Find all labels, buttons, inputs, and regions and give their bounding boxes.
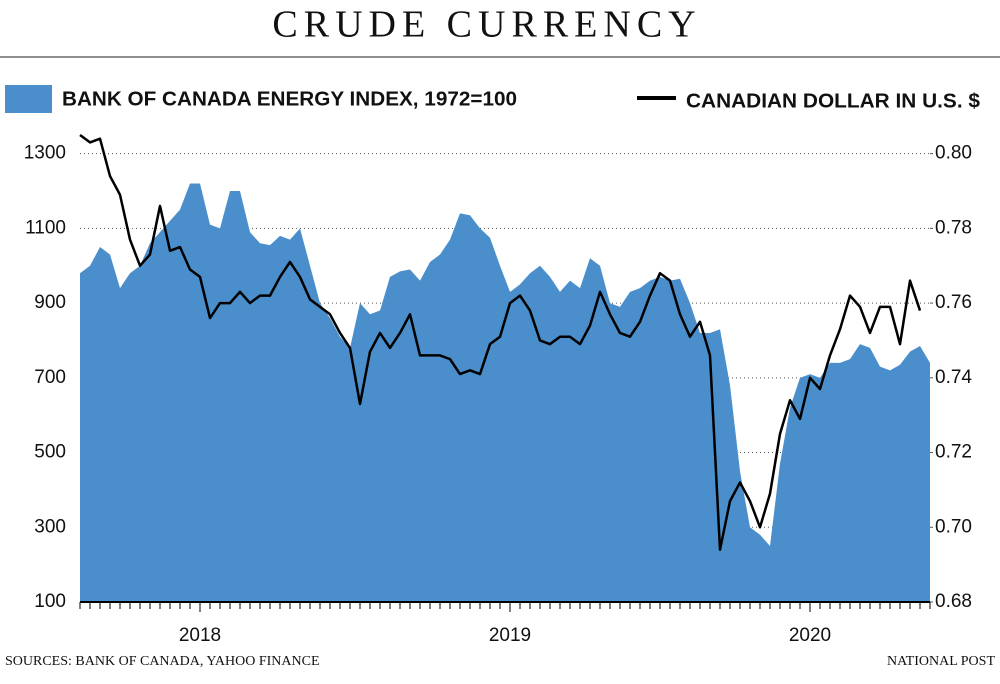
y-tick-label: 900 bbox=[34, 292, 66, 313]
x-tick-label: 2020 bbox=[789, 625, 831, 646]
y-tick-label: 300 bbox=[34, 516, 66, 537]
y-tick-label: 1300 bbox=[24, 143, 66, 164]
axes: 100 300 500 700 900 1100 1300 0.68 0.70 0.72 0.74 0… bbox=[24, 143, 973, 646]
y2-tick-label: 0.78 bbox=[935, 217, 972, 238]
source-note: SOURCES: BANK OF CANADA, YAHOO FINANCE bbox=[5, 654, 320, 669]
legend-label: CANADIAN DOLLAR IN U.S. $ bbox=[686, 90, 980, 112]
y-tick-label: 500 bbox=[34, 442, 66, 463]
y2-tick-label: 0.74 bbox=[935, 367, 972, 388]
y2-tick-label: 0.72 bbox=[935, 442, 972, 463]
plot bbox=[79, 133, 930, 602]
y2-tick-label: 0.70 bbox=[935, 516, 972, 537]
y2-tick-label: 0.68 bbox=[935, 591, 972, 612]
y-tick-label: 700 bbox=[34, 367, 66, 388]
line bbox=[79, 133, 922, 551]
legend-label: BANK OF CANADA ENERGY INDEX, 1972=100 bbox=[62, 88, 517, 110]
y2-tick-label: 0.80 bbox=[935, 143, 972, 164]
area bbox=[80, 183, 930, 602]
y-tick-label: 100 bbox=[34, 591, 66, 612]
y2-tick-label: 0.76 bbox=[935, 292, 972, 313]
credit: NATIONAL POST bbox=[887, 654, 995, 669]
x-tick-label: 2018 bbox=[179, 625, 221, 646]
chart-title: CRUDE CURRENCY bbox=[272, 4, 701, 46]
legend-swatch bbox=[5, 85, 52, 113]
x-tick-label: 2019 bbox=[489, 625, 531, 646]
y-tick-label: 1100 bbox=[25, 217, 66, 238]
